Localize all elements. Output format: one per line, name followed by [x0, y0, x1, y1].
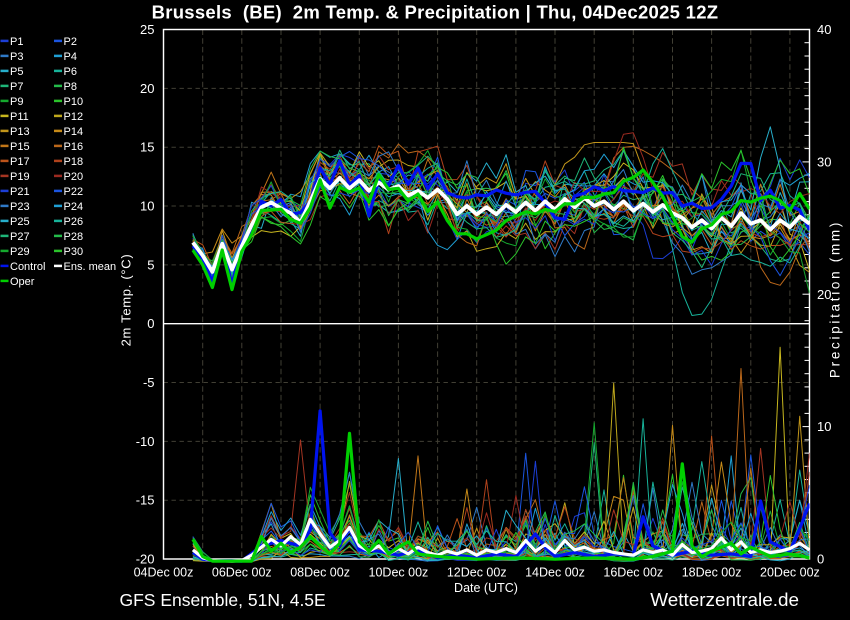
svg-text:P27: P27 [10, 231, 30, 243]
svg-text:P1: P1 [10, 36, 23, 48]
svg-text:P17: P17 [10, 156, 30, 168]
svg-text:5: 5 [147, 257, 154, 272]
svg-text:0: 0 [817, 552, 824, 567]
svg-text:08Dec 00z: 08Dec 00z [290, 566, 350, 580]
svg-text:P12: P12 [64, 111, 84, 123]
svg-text:0: 0 [147, 316, 154, 331]
svg-text:-10: -10 [136, 434, 155, 449]
svg-text:P9: P9 [10, 96, 23, 108]
svg-text:P30: P30 [64, 246, 84, 258]
svg-text:P11: P11 [10, 111, 29, 123]
svg-text:Ens. mean: Ens. mean [64, 261, 117, 273]
svg-text:10Dec 00z: 10Dec 00z [369, 566, 429, 580]
svg-text:P3: P3 [10, 51, 23, 63]
svg-text:20Dec 00z: 20Dec 00z [760, 566, 820, 580]
svg-text:04Dec 00z: 04Dec 00z [134, 566, 194, 580]
svg-text:P7: P7 [10, 81, 23, 93]
svg-text:Oper: Oper [10, 276, 35, 288]
svg-text:Brussels (BE) 2m Temp. & Pre: Brussels (BE) 2m Temp. & Precipitation |… [152, 2, 719, 23]
svg-text:P18: P18 [64, 156, 84, 168]
svg-text:P22: P22 [64, 186, 84, 198]
svg-text:16Dec 00z: 16Dec 00z [603, 566, 663, 580]
svg-text:Wetterzentrale.de: Wetterzentrale.de [650, 590, 799, 611]
svg-text:P8: P8 [64, 81, 77, 93]
svg-text:P25: P25 [10, 216, 30, 228]
svg-text:P29: P29 [10, 246, 30, 258]
svg-text:30: 30 [817, 154, 831, 169]
svg-text:P28: P28 [64, 231, 84, 243]
svg-text:2m Temp. (°C): 2m Temp. (°C) [119, 254, 134, 347]
svg-text:P13: P13 [10, 126, 30, 138]
svg-text:25: 25 [140, 22, 154, 37]
svg-text:P16: P16 [64, 141, 84, 153]
svg-text:GFS Ensemble, 51N, 4.5E: GFS Ensemble, 51N, 4.5E [120, 590, 326, 610]
svg-text:-5: -5 [143, 375, 155, 390]
svg-text:10: 10 [817, 419, 831, 434]
svg-text:P2: P2 [64, 36, 77, 48]
svg-text:20: 20 [140, 81, 154, 96]
svg-text:18Dec 00z: 18Dec 00z [682, 566, 742, 580]
svg-text:P26: P26 [64, 216, 84, 228]
svg-text:12Dec 00z: 12Dec 00z [447, 566, 507, 580]
svg-text:P14: P14 [64, 126, 84, 138]
svg-text:-20: -20 [136, 552, 155, 567]
svg-text:15: 15 [140, 140, 154, 155]
svg-text:06Dec 00z: 06Dec 00z [212, 566, 272, 580]
svg-text:Control: Control [10, 261, 45, 273]
svg-text:10: 10 [140, 199, 154, 214]
svg-text:-15: -15 [136, 493, 155, 508]
svg-text:P24: P24 [64, 201, 84, 213]
svg-text:Precipitation (mm): Precipitation (mm) [828, 220, 843, 378]
svg-text:P15: P15 [10, 141, 30, 153]
svg-text:P4: P4 [64, 51, 77, 63]
svg-text:P5: P5 [10, 66, 23, 78]
svg-text:P19: P19 [10, 171, 30, 183]
svg-text:P23: P23 [10, 201, 30, 213]
svg-text:P10: P10 [64, 96, 84, 108]
svg-text:40: 40 [817, 22, 831, 37]
svg-text:20: 20 [817, 287, 831, 302]
svg-text:P6: P6 [64, 66, 77, 78]
svg-text:P20: P20 [64, 171, 84, 183]
svg-text:14Dec 00z: 14Dec 00z [525, 566, 585, 580]
svg-text:Date (UTC): Date (UTC) [454, 581, 518, 595]
svg-text:P21: P21 [10, 186, 30, 198]
